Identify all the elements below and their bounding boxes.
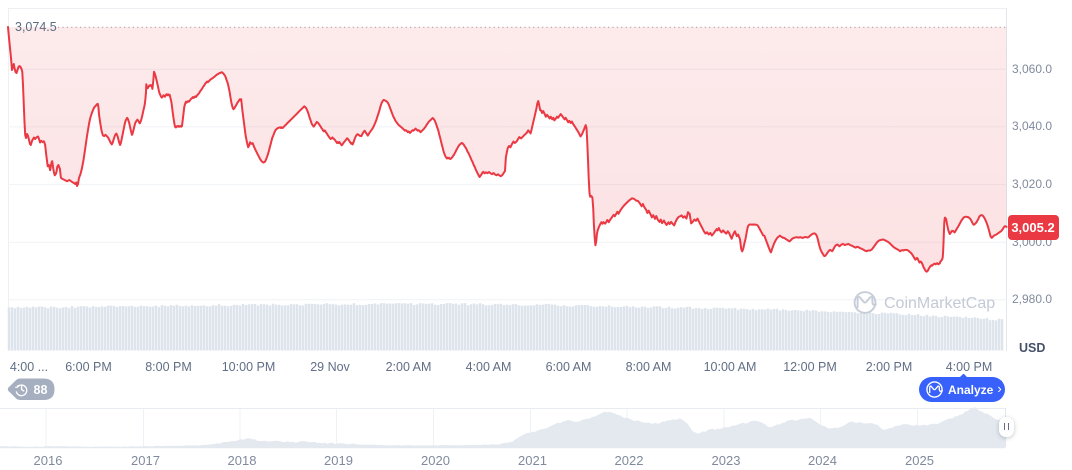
svg-text:88: 88 [34,383,48,397]
